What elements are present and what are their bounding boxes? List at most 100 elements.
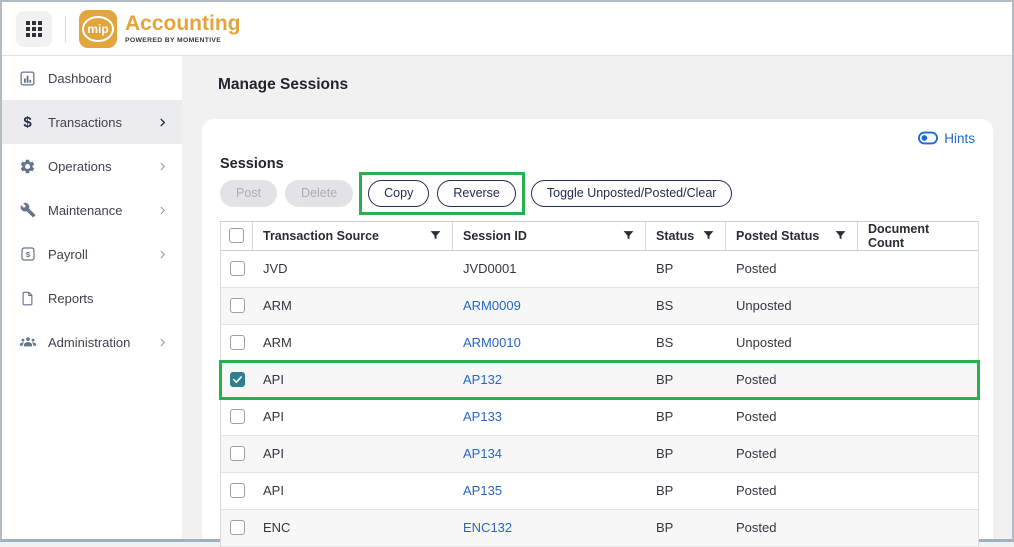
mip-logo: mip (79, 9, 117, 48)
row-checkbox[interactable] (229, 446, 245, 462)
row-checkbox[interactable] (229, 335, 245, 351)
cell-session-id: JVD0001 (463, 261, 517, 277)
cell-document-count (858, 325, 978, 361)
row-checkbox[interactable] (229, 520, 245, 536)
row-checkbox[interactable] (229, 409, 245, 425)
sidebar-item-label: Transactions (48, 114, 122, 130)
cell-status: BP (656, 261, 674, 277)
sidebar-item-label: Maintenance (48, 202, 123, 218)
session-id-link[interactable]: AP132 (463, 372, 503, 388)
cell-document-count (858, 436, 978, 472)
cell-document-count (858, 473, 978, 509)
cell-posted-status: Posted (736, 409, 777, 425)
brand-text: Accounting POWERED BY MOMENTIVE (125, 11, 241, 44)
sidebar-item-label: Payroll (48, 246, 88, 262)
table-row: API AP132 BP Posted (219, 359, 980, 400)
table-row: ARM ARM0010 BS Unposted (221, 324, 978, 362)
filter-icon[interactable] (622, 229, 635, 242)
app-launcher-button[interactable] (16, 10, 52, 47)
cell-transaction-source: API (263, 446, 284, 462)
app-name: Accounting (125, 11, 241, 35)
table-row: JVD JVD0001 BP Posted (221, 250, 978, 288)
cell-posted-status: Posted (736, 372, 777, 388)
annotation-box-copy-reverse: Copy Reverse (359, 172, 525, 216)
table-row: ARM ARM0009 BS Unposted (221, 287, 978, 325)
cell-document-count (858, 510, 978, 546)
row-checkbox[interactable] (229, 298, 245, 314)
divider (65, 15, 66, 42)
chevron-right-icon (157, 249, 168, 260)
payroll-icon: $ (18, 246, 37, 262)
grid-icon (26, 20, 42, 37)
hints-toggle[interactable]: Hints (918, 131, 975, 146)
sidebar-item-maintenance[interactable]: Maintenance (2, 188, 182, 232)
chevron-right-icon (157, 337, 168, 348)
cell-posted-status: Unposted (736, 335, 792, 351)
session-id-link[interactable]: ARM0009 (463, 298, 521, 314)
cell-posted-status: Posted (736, 483, 777, 499)
sessions-heading: Sessions (220, 155, 284, 172)
cell-transaction-source: ENC (263, 520, 291, 536)
row-checkbox[interactable] (229, 261, 245, 277)
chevron-right-icon (157, 161, 168, 172)
delete-button[interactable]: Delete (285, 180, 354, 208)
sessions-toolbar: Post Delete Copy Reverse Toggle Unposted… (220, 172, 975, 216)
cell-transaction-source: API (263, 372, 284, 388)
reverse-button[interactable]: Reverse (437, 180, 516, 208)
cell-document-count (858, 288, 978, 324)
gear-icon (18, 158, 37, 175)
session-id-link[interactable]: AP133 (463, 409, 503, 425)
cell-posted-status: Unposted (736, 298, 792, 314)
app-shell: Dashboard $ Transactions Operations Maintena… (2, 56, 1012, 547)
main-content: Manage Sessions Hints Sessions Post Dele… (182, 56, 1012, 547)
filter-icon[interactable] (834, 229, 847, 242)
cell-status: BP (656, 483, 674, 499)
cell-document-count (858, 251, 978, 287)
sidebar-item-label: Reports (48, 290, 94, 306)
hints-label: Hints (944, 130, 975, 146)
session-id-link[interactable]: ENC132 (463, 520, 513, 536)
select-all-checkbox[interactable] (229, 228, 244, 244)
wrench-icon (18, 202, 37, 218)
sidebar-item-operations[interactable]: Operations (2, 144, 182, 188)
cell-transaction-source: API (263, 409, 284, 425)
sidebar-item-administration[interactable]: Administration (2, 320, 182, 364)
svg-text:$: $ (25, 250, 30, 259)
mip-logo-text: mip (82, 15, 114, 42)
copy-button[interactable]: Copy (368, 180, 430, 208)
header-checkbox-cell (221, 221, 253, 250)
column-header-posted-status: Posted Status (726, 221, 858, 250)
column-header-status: Status (646, 221, 726, 250)
session-id-link[interactable]: ARM0010 (463, 335, 521, 351)
table-header-row: Transaction Source Session ID Status Pos… (221, 221, 978, 251)
document-icon (18, 290, 37, 307)
content-card: Hints Sessions Post Delete Copy Reverse … (202, 118, 993, 547)
cell-document-count (858, 362, 978, 398)
column-header-document-count: Document Count (868, 221, 930, 250)
hints-row: Hints (220, 131, 975, 146)
row-checkbox[interactable] (229, 483, 245, 499)
chevron-right-icon (157, 117, 168, 128)
cell-status: BS (656, 335, 674, 351)
sidebar-item-reports[interactable]: Reports (2, 276, 182, 320)
sidebar-item-label: Operations (48, 158, 112, 174)
session-id-link[interactable]: AP134 (463, 446, 503, 462)
sidebar-item-label: Administration (48, 334, 131, 350)
dollar-icon: $ (23, 113, 32, 131)
sessions-table: Transaction Source Session ID Status Pos… (219, 220, 980, 547)
post-button[interactable]: Post (220, 180, 278, 208)
people-icon (18, 335, 37, 349)
cell-status: BP (656, 372, 674, 388)
sessions-table-body: JVD JVD0001 BP Posted ARM ARM0009 BS Unposted AR… (219, 250, 980, 547)
filter-icon[interactable] (702, 229, 715, 242)
toggle-icon (918, 131, 939, 145)
table-row: API AP133 BP Posted (221, 398, 978, 436)
sidebar-item-payroll[interactable]: $ Payroll (2, 232, 182, 276)
session-id-link[interactable]: AP135 (463, 483, 503, 499)
row-checkbox[interactable] (229, 372, 245, 388)
sidebar-item-transactions[interactable]: $ Transactions (2, 100, 182, 144)
toggle-unposted-posted-clear-button[interactable]: Toggle Unposted/Posted/Clear (530, 180, 733, 208)
sidebar-item-dashboard[interactable]: Dashboard (2, 56, 182, 100)
cell-posted-status: Posted (736, 261, 777, 277)
filter-icon[interactable] (429, 229, 442, 242)
